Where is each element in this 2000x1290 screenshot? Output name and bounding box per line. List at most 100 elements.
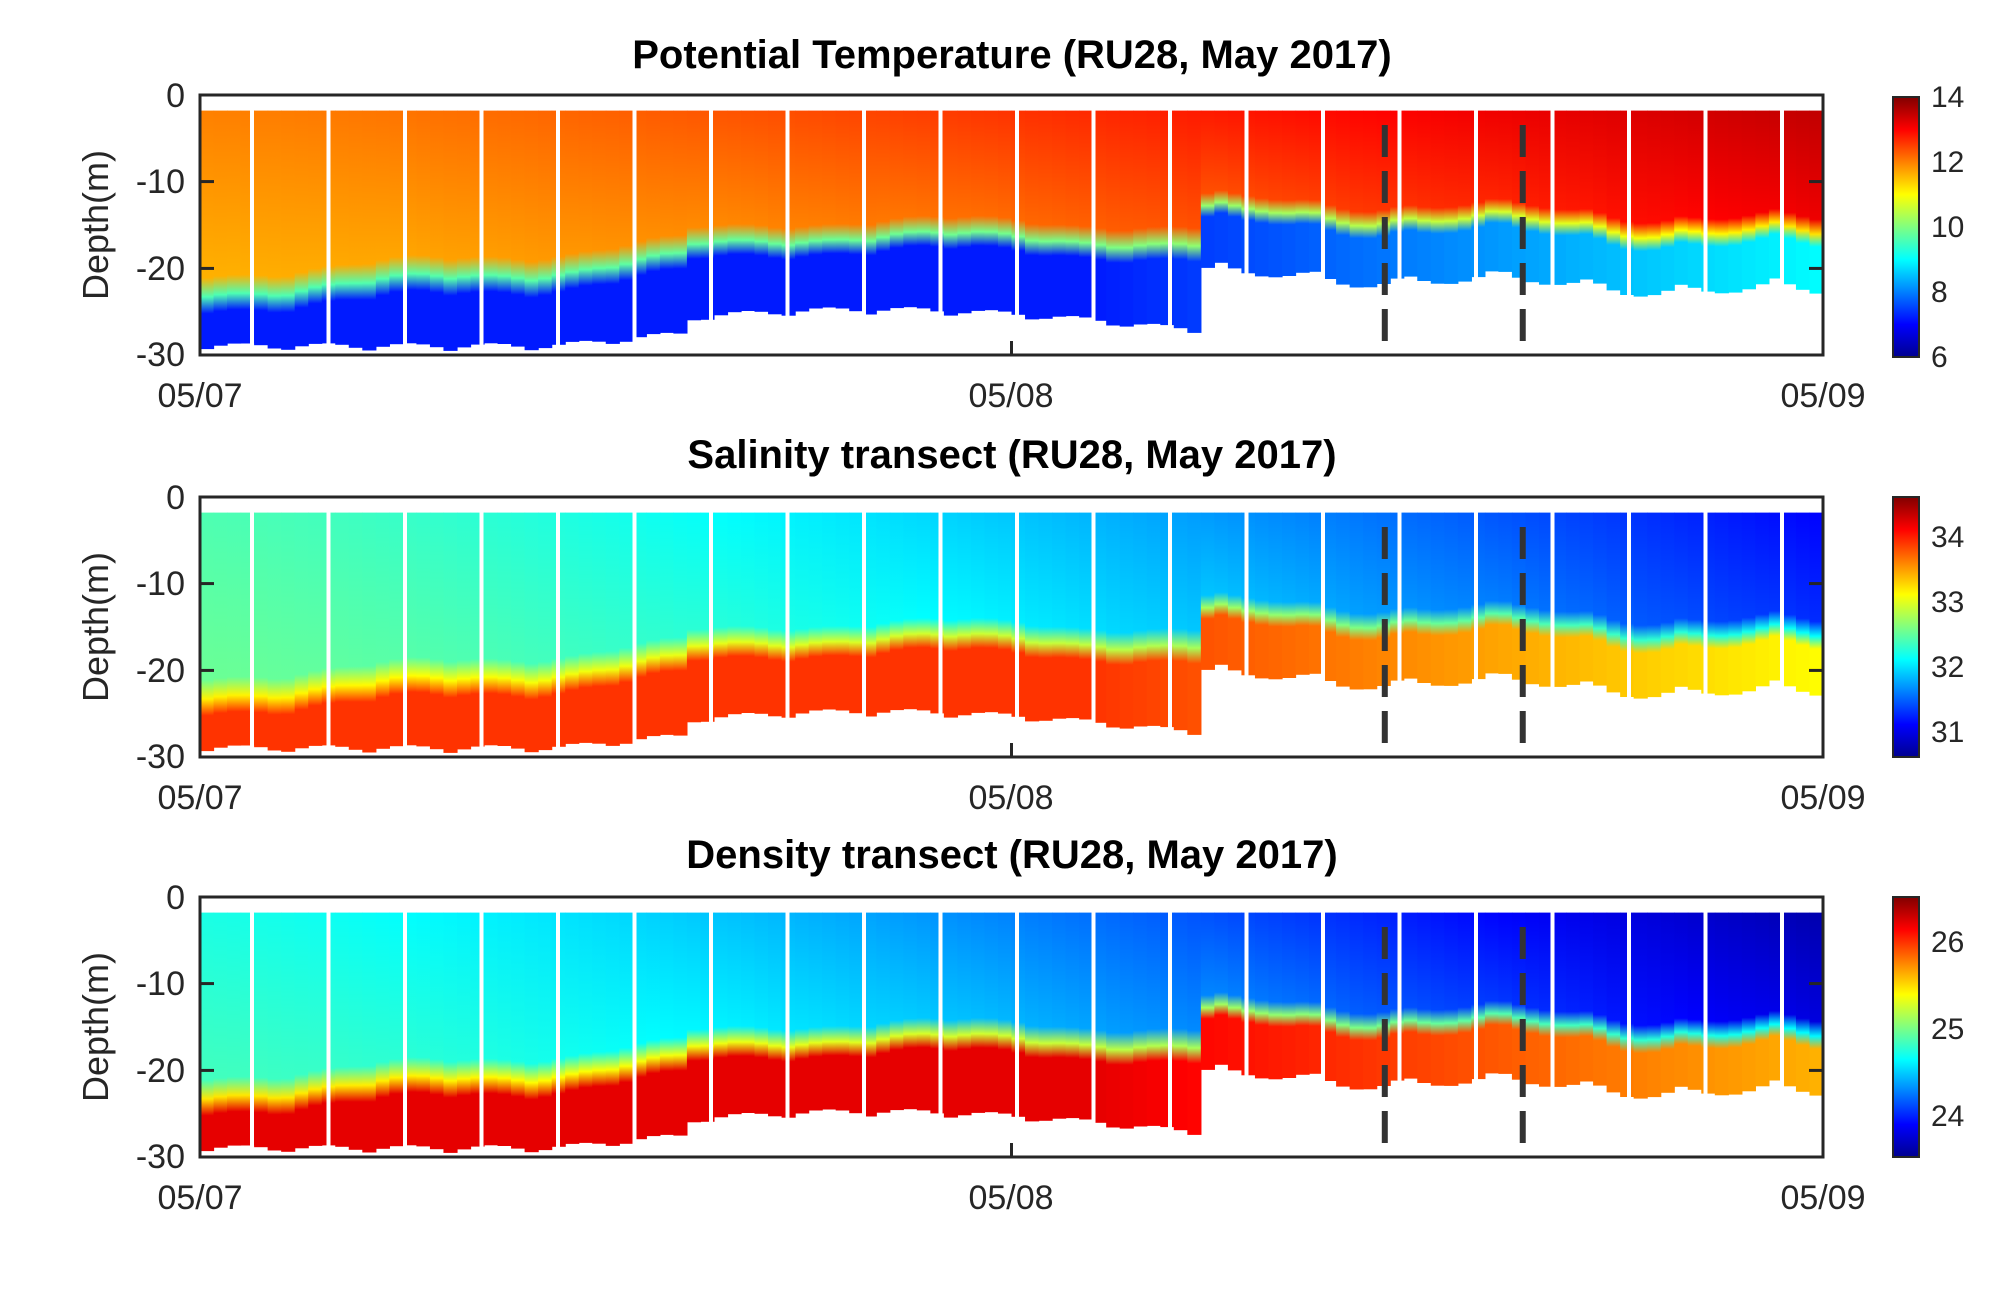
profile-gap (1091, 497, 1096, 757)
heatmap-column (916, 110, 931, 309)
profile-gap (479, 497, 484, 757)
profile-gap (403, 497, 407, 757)
heatmap-column (1065, 110, 1080, 317)
salinity-axes-box (198, 495, 1825, 759)
heatmap-column (876, 912, 891, 1113)
heatmap-column (1295, 912, 1310, 1075)
heatmap-column (659, 512, 674, 735)
heatmap-column (429, 512, 445, 750)
heatmap-column (294, 110, 309, 347)
heatmap-column (1552, 912, 1567, 1087)
heatmap-column (1403, 512, 1418, 679)
heatmap-column (943, 110, 959, 316)
heatmap-column (1714, 912, 1729, 1096)
heatmap-column (1687, 912, 1702, 1090)
heatmap-column (835, 110, 850, 309)
heatmap-column (1593, 512, 1608, 686)
heatmap-column (1498, 110, 1513, 272)
heatmap-column (1200, 110, 1215, 268)
heatmap-column (1079, 110, 1094, 318)
heatmap-column (849, 110, 864, 312)
heatmap-column (362, 912, 377, 1153)
heatmap-column (348, 512, 363, 750)
heatmap-column (1566, 512, 1581, 685)
heatmap-column (673, 912, 688, 1136)
heatmap-column (1552, 512, 1567, 687)
heatmap-column (1336, 912, 1351, 1087)
heatmap-column (308, 512, 323, 746)
heatmap-column (213, 110, 228, 346)
profile-gap (785, 897, 790, 1157)
heatmap-column (1295, 512, 1310, 675)
heatmap-column (808, 912, 823, 1111)
heatmap-column (1471, 512, 1486, 680)
heatmap-column (1038, 512, 1053, 721)
heatmap-column (1714, 512, 1729, 696)
profile-gap (1474, 897, 1478, 1157)
heatmap-column (808, 110, 823, 309)
heatmap-column (1741, 512, 1756, 692)
profile-gap (785, 95, 790, 355)
heatmap-column (227, 512, 242, 746)
heatmap-column (538, 110, 553, 349)
profile-gap (1244, 897, 1249, 1157)
heatmap-column (1525, 110, 1540, 283)
heatmap-column (862, 110, 877, 315)
heatmap-column (741, 512, 756, 713)
profile-gap (556, 497, 560, 757)
heatmap-column (1133, 110, 1148, 325)
heatmap-column (267, 512, 282, 751)
heatmap-column (1552, 110, 1567, 285)
profile-gap (479, 897, 484, 1157)
profile-gap (862, 897, 866, 1157)
heatmap-column (538, 912, 553, 1151)
profile-gap (785, 497, 790, 757)
heatmap-column (1160, 912, 1175, 1128)
heatmap-column (646, 512, 661, 737)
heatmap-column (876, 110, 891, 311)
heatmap-column (1363, 110, 1378, 288)
temperature-cbtick-8: 8 (1931, 276, 1948, 309)
heatmap-column (1322, 912, 1337, 1081)
temperature-title: Potential Temperature (RU28, May 2017) (632, 33, 1392, 77)
salinity-colorbar (1892, 496, 1920, 758)
heatmap-column (592, 912, 607, 1144)
heatmap-column (1714, 110, 1729, 294)
temperature-ylabel: Depth(m) (75, 150, 116, 300)
profile-gap (556, 95, 560, 355)
salinity-cbtick-31: 31 (1931, 716, 1964, 749)
heatmap-column (997, 512, 1013, 714)
heatmap-column (1741, 912, 1756, 1092)
profile-gap (1780, 95, 1784, 355)
heatmap-column (903, 110, 918, 308)
heatmap-column (456, 110, 472, 348)
heatmap-column (984, 512, 999, 713)
heatmap-column (416, 512, 431, 747)
temperature-heatmap (198, 93, 1825, 357)
heatmap-column (1701, 512, 1716, 694)
heatmap-column (1390, 110, 1405, 279)
salinity-xtick-0509: 05/09 (1780, 779, 1865, 817)
heatmap-column (254, 512, 269, 748)
heatmap-column (1728, 912, 1743, 1095)
heatmap-column (673, 110, 688, 334)
profile-gap (938, 497, 943, 757)
heatmap-column (1038, 110, 1053, 319)
heatmap-column (605, 512, 620, 746)
heatmap-column (889, 512, 904, 711)
profile-gap (250, 95, 254, 355)
heatmap-column (227, 110, 242, 344)
heatmap-column (1052, 110, 1067, 317)
heatmap-column (1430, 912, 1445, 1086)
heatmap-column (1795, 512, 1811, 692)
heatmap-column (497, 912, 512, 1146)
heatmap-column (1390, 912, 1405, 1081)
heatmap-column (1741, 110, 1756, 290)
profile-gap (1627, 897, 1631, 1157)
heatmap-column (375, 912, 390, 1149)
heatmap-column (416, 110, 431, 345)
heatmap-column (970, 512, 986, 713)
heatmap-column (1579, 512, 1594, 682)
heatmap-column (1349, 110, 1364, 288)
heatmap-column (1254, 912, 1270, 1079)
